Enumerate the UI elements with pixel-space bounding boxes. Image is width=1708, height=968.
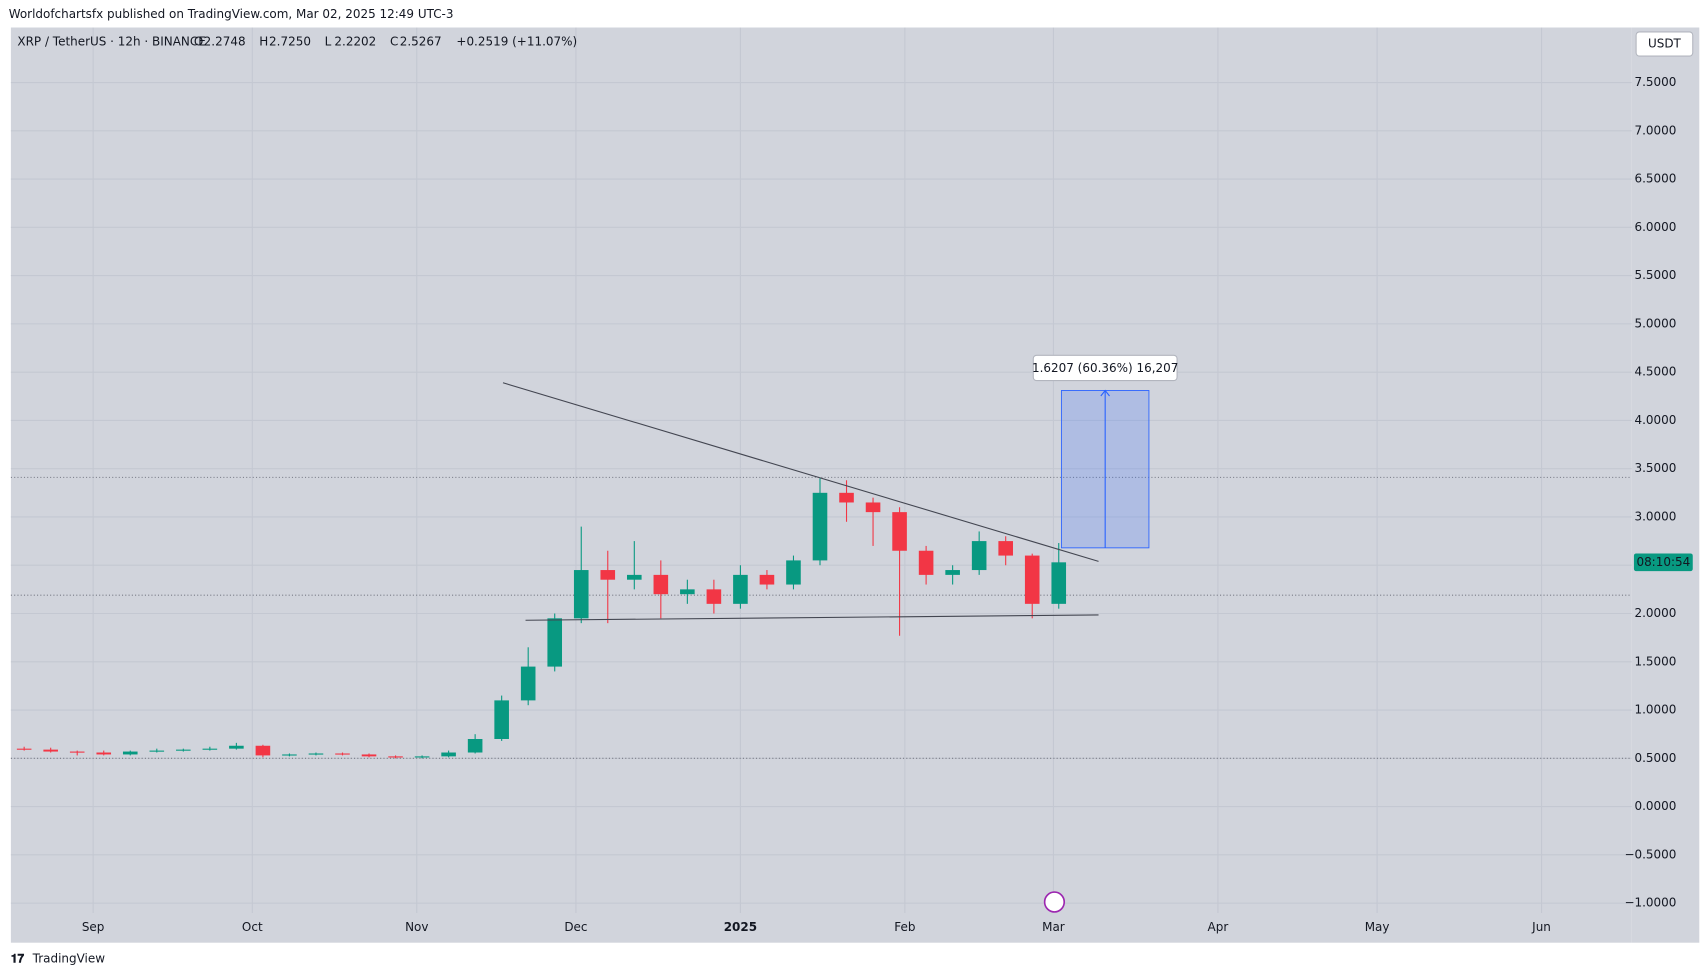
y-tick-label: 1.5000 <box>1635 654 1677 668</box>
candle-body <box>680 589 695 595</box>
currency: USDT <box>1648 36 1682 50</box>
candle-body <box>839 492 854 503</box>
y-tick-label: 7.0000 <box>1635 123 1677 137</box>
y-tick-label: 6.5000 <box>1635 172 1677 186</box>
y-tick-label: −1.0000 <box>1624 896 1676 910</box>
x-tick-label: Nov <box>405 920 428 934</box>
trendline <box>525 614 1099 621</box>
x-tick-label: Feb <box>894 920 915 934</box>
candle-body <box>16 748 32 750</box>
candle-body <box>149 750 165 752</box>
candle-body <box>653 574 669 595</box>
candle-body <box>998 541 1013 556</box>
price-axis <box>1631 27 1700 943</box>
candle-body <box>361 754 377 757</box>
candle-body <box>388 756 403 758</box>
countdown-tag <box>1633 553 1693 572</box>
candle-body <box>759 574 775 585</box>
candle-body <box>414 756 430 758</box>
y-tick-label: −0.5000 <box>1624 847 1676 861</box>
y-tick-label: 3.5000 <box>1635 461 1677 475</box>
candle-body <box>1051 562 1067 604</box>
measure-label-box <box>1032 354 1178 382</box>
x-tick-label: Oct <box>242 920 263 934</box>
plot-area <box>10 27 1632 943</box>
candle-body <box>335 753 350 755</box>
currency-button[interactable] <box>1635 31 1694 57</box>
x-tick-label: May <box>1365 920 1390 934</box>
candle-body <box>202 748 218 750</box>
ohlc-value: 2.5267 <box>400 34 442 48</box>
candle-body <box>282 754 297 756</box>
y-tick-label: 4.0000 <box>1635 413 1677 427</box>
event-icon[interactable] <box>1043 891 1066 913</box>
measure-arrowhead <box>1100 389 1110 397</box>
y-tick-label: 0.5000 <box>1635 751 1677 765</box>
candle-body <box>43 749 58 752</box>
y-tick-label: 5.0000 <box>1635 316 1677 330</box>
candle-body <box>627 574 642 580</box>
candle-body <box>441 752 456 757</box>
y-tick-label: 5.5000 <box>1635 268 1677 282</box>
x-tick-label: 2025 <box>724 920 757 934</box>
change: +0.2519 (+11.07%) <box>456 34 577 48</box>
candle-body <box>229 745 244 749</box>
candle-body <box>308 753 324 755</box>
candle-body <box>786 560 801 585</box>
published-line: Worldofchartsfx published on TradingView… <box>9 7 454 21</box>
ohlc-header: O 2.2748 H 2.7250 L 2.2202 C 2.5267 +0.2519 (+11… <box>194 34 577 48</box>
candle-body <box>892 512 907 551</box>
y-tick-label: 4.5000 <box>1635 365 1677 379</box>
candle-body <box>520 666 536 701</box>
ohlc-value: 2.2748 <box>204 34 246 48</box>
candle-body <box>600 570 616 580</box>
candle-body <box>918 550 934 575</box>
candle-body <box>467 739 483 753</box>
y-tick-label: 7.5000 <box>1635 75 1677 89</box>
symbol: XRP / TetherUS · 12h · BINANCE <box>17 34 205 48</box>
candle-body <box>971 541 987 571</box>
candle-body <box>812 492 828 561</box>
candle-body <box>69 751 85 753</box>
ohlc-key: C <box>390 34 398 48</box>
candle-body <box>1024 555 1040 604</box>
candle-body <box>176 749 191 751</box>
candle-body <box>573 570 589 619</box>
y-tick-label: 0.0000 <box>1635 799 1677 813</box>
x-tick-label: Apr <box>1208 920 1229 934</box>
x-tick-label: Sep <box>82 920 105 934</box>
ohlc-key: L <box>325 34 332 48</box>
y-tick-label: 1.0000 <box>1635 703 1677 717</box>
countdown: 08:10:54 <box>1636 555 1690 569</box>
marks: 1.6207 (60.36%) 16,207 08:10:54 <box>16 354 1693 759</box>
candle-body <box>945 570 960 575</box>
candle-body <box>255 745 271 756</box>
candle-body <box>494 700 509 740</box>
candle-body <box>547 618 563 667</box>
candle-body <box>706 589 722 604</box>
y-tick-label: 3.0000 <box>1635 509 1677 523</box>
x-tick-label: Mar <box>1042 920 1065 934</box>
footer: TradingView <box>32 952 105 966</box>
ohlc-value: 2.2202 <box>334 34 376 48</box>
y-tick-label: 6.0000 <box>1635 220 1677 234</box>
ohlc-value: 2.7250 <box>269 34 311 48</box>
candle-body <box>865 502 881 513</box>
candle-body <box>733 574 748 604</box>
candle-body <box>96 752 112 755</box>
y-tick-label: 2.0000 <box>1635 606 1677 620</box>
x-tick-label: Dec <box>564 920 587 934</box>
footer-logo: 𝟏𝟕 <box>11 952 25 966</box>
trendline <box>502 382 1099 562</box>
x-tick-label: Jun <box>1531 920 1551 934</box>
measure-label: 1.6207 (60.36%) 16,207 <box>1032 361 1178 375</box>
ohlc-key: H <box>259 34 268 48</box>
candle-body <box>122 751 138 755</box>
ohlc-key: O <box>194 34 203 48</box>
